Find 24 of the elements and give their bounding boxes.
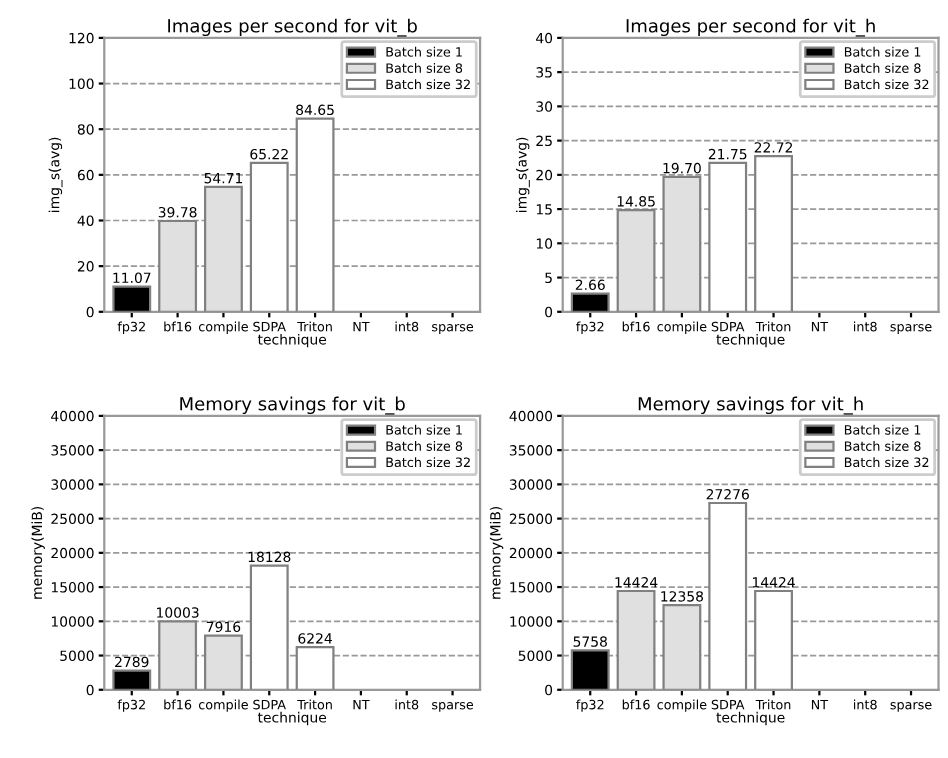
bar	[112, 669, 152, 690]
bar	[616, 209, 656, 312]
bar	[754, 155, 793, 312]
bar	[570, 649, 610, 690]
bar	[112, 285, 152, 312]
bar	[662, 604, 702, 690]
bar	[662, 175, 702, 312]
bar	[203, 634, 243, 690]
bar	[158, 620, 198, 690]
chart-title: Memory savings for vit_b	[180, 396, 405, 415]
bar	[203, 185, 243, 312]
bar	[754, 589, 793, 690]
bar	[295, 117, 335, 312]
bar	[708, 501, 748, 690]
chart-title: Images per second for vit_h	[626, 18, 875, 37]
bar	[570, 292, 610, 312]
bar	[158, 219, 198, 312]
bar	[295, 646, 335, 690]
bar	[616, 589, 656, 690]
chart-title: Images per second for vit_b	[168, 18, 417, 37]
bar	[249, 564, 289, 690]
bar	[249, 161, 289, 312]
chart-title: Memory savings for vit_h	[638, 396, 863, 415]
bar	[708, 161, 748, 312]
